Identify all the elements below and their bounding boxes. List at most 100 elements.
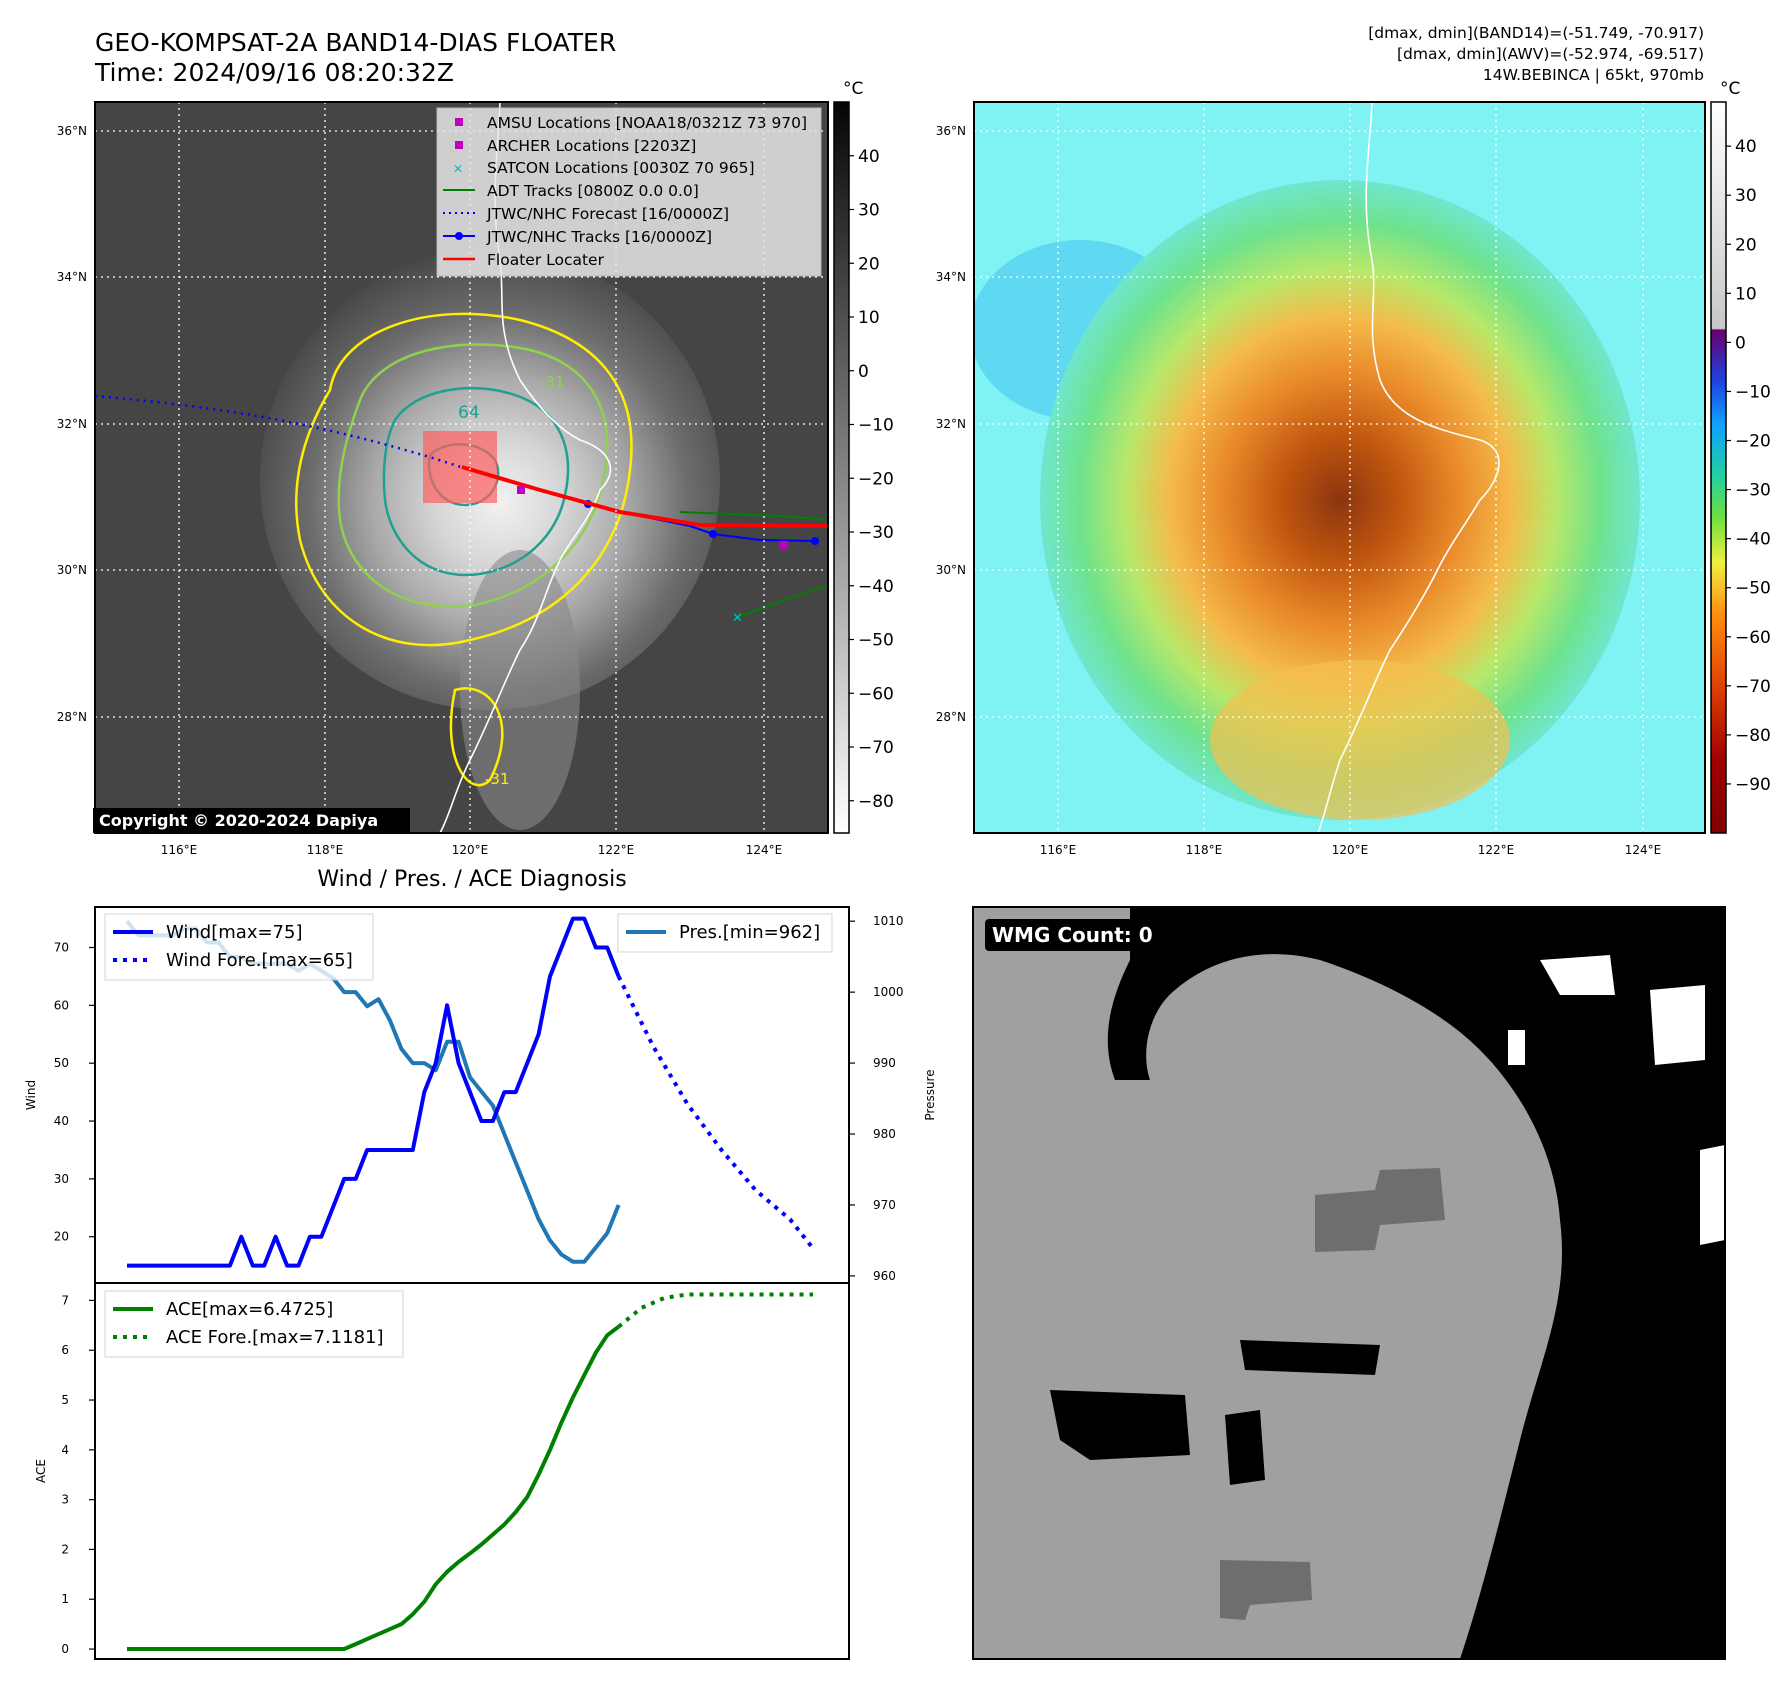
color-map-panel [974, 102, 1705, 833]
colorbar-tick-label: −70 [858, 738, 894, 758]
floater-locater-track [461, 465, 828, 528]
diagnosis-title: Wind / Pres. / ACE Diagnosis [317, 867, 626, 892]
y-tick-label: 980 [873, 1127, 896, 1141]
lat-tick: 36°N [57, 124, 87, 138]
colorbar-tick-label: −50 [858, 631, 894, 651]
figure-title: GEO-KOMPSAT-2A BAND14-DIAS FLOATER [95, 28, 616, 57]
colorbar-tick-label: −30 [858, 523, 894, 543]
ace-legend: ACE[max=6.4725] ACE Fore.[max=7.1181] [104, 1290, 404, 1358]
lon-tick: 118°E [1186, 843, 1223, 857]
y-tick-label: 70 [54, 940, 69, 954]
color-cloud-mass [1040, 180, 1640, 820]
contour-label-1: -31 [540, 373, 565, 391]
ir-outer-band [460, 550, 580, 830]
ace-fore-legend-label: ACE Fore.[max=7.1181] [166, 1327, 384, 1348]
y-tick-label: 6 [61, 1343, 69, 1357]
y-tick-label: 990 [873, 1056, 896, 1070]
y-tick-label: 2 [61, 1542, 69, 1556]
wind-fore-legend-label: Wind Fore.[max=65] [166, 950, 353, 971]
colorbar-tick-label: 0 [858, 362, 869, 382]
ir-map-frame [94, 101, 829, 834]
color-map-frame [973, 101, 1706, 834]
colorbar-tick-label: 10 [858, 308, 880, 328]
gray-colorbar-ticks: 40 30 20 10 0 −10 −20 −30 −40 −50 −60 −70 −80 [849, 147, 894, 812]
y-tick-label: 1010 [873, 914, 904, 928]
colorbar-tick-label: 40 [858, 147, 880, 167]
wmg-white-patch [1508, 955, 1725, 1245]
info-band14: [dmax, dmin](BAND14)=(-51.749, -70.917) [1368, 24, 1704, 42]
gray-colorbar [833, 101, 850, 834]
color-map-lat-ticks: 36°N 34°N 32°N 30°N 28°N [936, 124, 966, 724]
figure-time: Time: 2024/09/16 08:20:32Z [94, 58, 454, 87]
wmg-dark-region [1107, 907, 1725, 1659]
colorbar-tick-label: 20 [1735, 235, 1757, 255]
satcon-marker: ✕ [732, 611, 743, 626]
contour-yellow [295, 312, 633, 787]
copyright-text: Copyright © 2020-2024 Dapiya [99, 811, 378, 830]
lon-tick: 116°E [161, 843, 198, 857]
wind-legend-label: Wind[max=75] [166, 922, 303, 943]
color-colorbar-unit: °C [1720, 79, 1740, 99]
colorbar-tick-label: −40 [858, 577, 894, 597]
color-southern-band [1210, 660, 1510, 820]
wind-forecast-series-line [616, 975, 815, 1250]
wmg-dark-blob [1240, 1340, 1380, 1375]
ir-map-legend: AMSU Locations [NOAA18/0321Z 73 970] ARC… [436, 107, 822, 277]
wmg-mid-gray [1315, 1168, 1445, 1252]
ace-legend-box [104, 1290, 404, 1358]
pressure-legend: Pres.[min=962] [617, 913, 833, 953]
y-tick-label: 60 [54, 998, 69, 1012]
legend-box [436, 107, 822, 277]
colorbar-tick-label: 0 [1735, 333, 1746, 353]
y-tick-label: 3 [61, 1493, 69, 1507]
copyright-box [93, 808, 410, 833]
y-tick-label: 960 [873, 1269, 896, 1283]
wmg-dark-blob [1225, 1410, 1265, 1485]
amsu-marker [517, 486, 525, 494]
wind-legend-box [104, 913, 374, 981]
color-colorbar [1710, 101, 1727, 834]
lon-tick: 120°E [1332, 843, 1369, 857]
colorbar-tick-label: 30 [1735, 186, 1757, 206]
ace-plot [127, 1292, 813, 1651]
legend-archer-marker [455, 141, 463, 149]
adt-track [679, 511, 828, 619]
wind-y-ticks: 70 60 50 40 30 20 [54, 940, 95, 1244]
legend-amsu-marker [455, 118, 463, 126]
color-map-lon-ticks: 116°E 118°E 120°E 122°E 124°E [1040, 843, 1662, 857]
wmg-dark-blob [1050, 1390, 1190, 1460]
lat-tick: 36°N [936, 124, 966, 138]
y-tick-label: 970 [873, 1198, 896, 1212]
y-tick-label: 7 [61, 1293, 69, 1307]
contour-label-3: -31 [485, 770, 510, 788]
colorbar-tick-label: −20 [858, 469, 894, 489]
colorbar-tick-label: −20 [1735, 432, 1771, 452]
colorbar-tick-label: 30 [858, 201, 880, 221]
legend-amsu-label: AMSU Locations [NOAA18/0321Z 73 970] [487, 114, 807, 132]
ace-y-ticks: 7 6 5 4 3 2 1 0 [61, 1293, 95, 1656]
lon-tick: 118°E [307, 843, 344, 857]
colorbar-tick-label: 20 [858, 254, 880, 274]
ace-axis-label: ACE [34, 1459, 48, 1483]
legend-forecast-label: JTWC/NHC Forecast [16/0000Z] [486, 205, 729, 223]
contour-green [337, 343, 609, 608]
pressure-axis-label: Pressure [923, 1069, 937, 1120]
y-tick-label: 1 [61, 1592, 69, 1606]
lon-tick: 122°E [1478, 843, 1515, 857]
lat-tick: 28°N [57, 710, 87, 724]
lat-tick: 32°N [57, 417, 87, 431]
lon-tick: 120°E [452, 843, 489, 857]
lat-tick: 34°N [936, 270, 966, 284]
color-coastline [1317, 102, 1500, 833]
y-tick-label: 20 [54, 1230, 69, 1244]
ir-map-lon-ticks: 116°E 118°E 120°E 122°E 124°E [161, 843, 783, 857]
info-awv: [dmax, dmin](AWV)=(-52.974, -69.517) [1397, 45, 1704, 63]
lon-tick: 122°E [598, 843, 635, 857]
colorbar-tick-label: −60 [858, 684, 894, 704]
y-tick-label: 40 [54, 1114, 69, 1128]
wind-series-line [127, 916, 621, 1268]
legend-tracks-dot [455, 232, 463, 240]
y-tick-label: 0 [61, 1642, 69, 1656]
colorbar-tick-label: −90 [1735, 775, 1771, 795]
